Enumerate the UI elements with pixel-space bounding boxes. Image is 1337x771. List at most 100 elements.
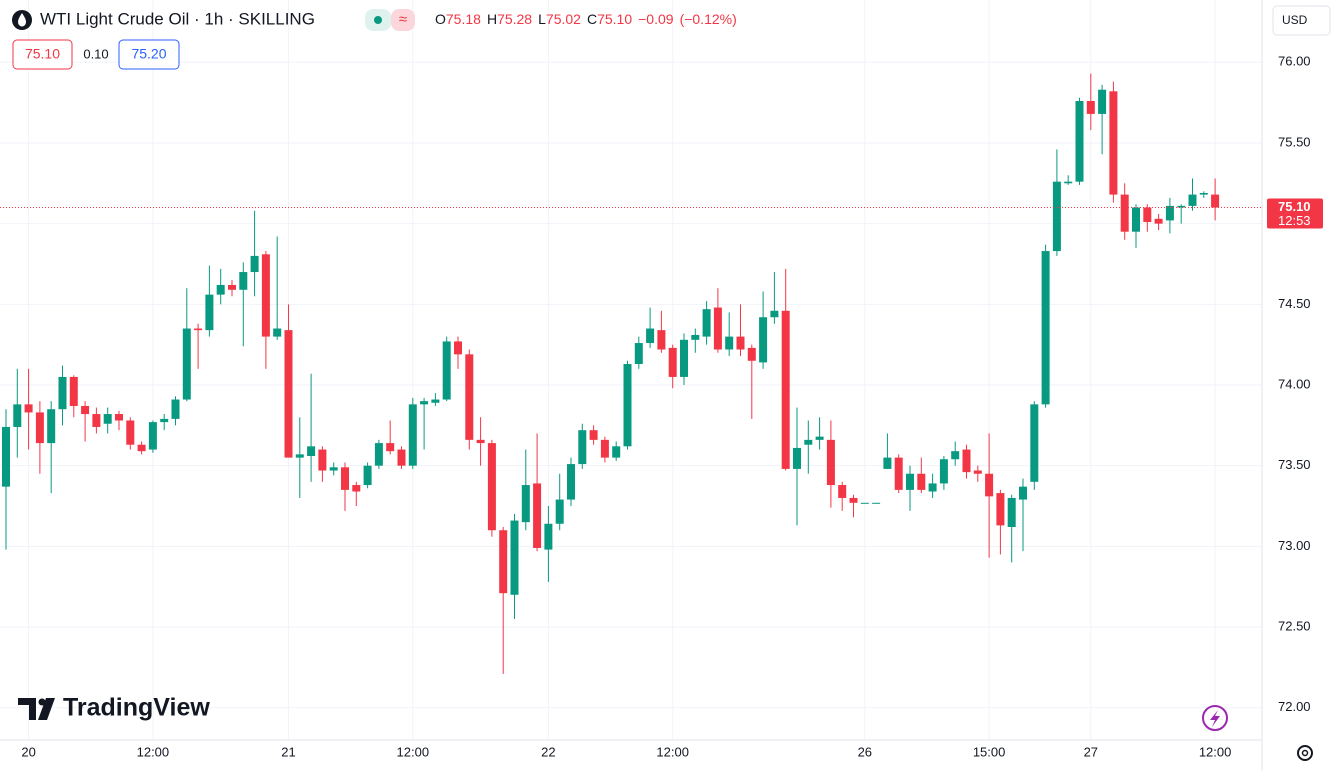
candle-body: [1188, 194, 1197, 206]
x-tick-label: 12:00: [656, 744, 689, 759]
candle-body: [962, 449, 971, 473]
candle-body: [872, 502, 881, 504]
candle-body: [227, 284, 236, 290]
candle-body: [307, 446, 316, 456]
candle-body: [250, 255, 259, 273]
settings-button[interactable]: [1297, 745, 1313, 761]
candle-body: [939, 459, 948, 484]
candle-body: [476, 439, 485, 444]
candle-body: [1075, 101, 1084, 182]
candle-body: [815, 436, 824, 440]
candle-body: [555, 499, 564, 524]
y-tick-label: 74.50: [1278, 296, 1311, 311]
candle-body: [374, 443, 383, 466]
candle-body: [906, 473, 915, 490]
candle-body: [295, 454, 304, 458]
candle-body: [1109, 91, 1118, 195]
candle-body: [770, 310, 779, 318]
candle-body: [182, 328, 191, 400]
candle-body: [781, 310, 790, 469]
candle-body: [804, 439, 813, 445]
candle-body: [973, 470, 982, 474]
candle-body: [566, 464, 575, 500]
logo-mark: [38, 698, 55, 720]
candle-body: [1, 426, 10, 487]
candle-body: [985, 473, 994, 497]
candle-body: [996, 493, 1005, 526]
candle-body: [1154, 218, 1163, 224]
candle-body: [928, 483, 937, 492]
candle-body: [216, 284, 225, 295]
candle-body: [137, 444, 146, 452]
candle-body: [533, 483, 542, 548]
candle-body: [725, 336, 734, 350]
candle-body: [951, 451, 960, 460]
x-tick-label: 12:00: [1199, 744, 1232, 759]
x-tick-label: 20: [21, 744, 35, 759]
logo: TradingView: [18, 694, 210, 722]
last-price-tag: [1267, 198, 1323, 229]
candles: [1, 73, 1220, 674]
candle-body: [160, 418, 169, 423]
candle-body: [544, 523, 553, 550]
candle-body: [431, 399, 440, 403]
x-tick-label: 15:00: [973, 744, 1006, 759]
buy-button[interactable]: [118, 39, 180, 70]
candle-body: [1143, 207, 1152, 223]
candle-body: [917, 473, 926, 490]
ohlc-name: L: [538, 11, 546, 27]
ask-price: 75.20: [131, 46, 166, 62]
candle-body: [646, 328, 655, 344]
candle-body: [386, 443, 395, 452]
candle-body: [1086, 101, 1095, 114]
candle-body: [1052, 181, 1061, 252]
candle-body: [759, 317, 768, 363]
candle-body: [81, 405, 90, 415]
candle-body: [623, 364, 632, 447]
candle-body: [1120, 194, 1129, 232]
candle-body: [713, 307, 722, 350]
candle-body: [1211, 194, 1220, 208]
change-value: −0.09: [638, 11, 674, 27]
candle-body: [453, 341, 462, 355]
last-price-label: 75.10: [1278, 199, 1311, 214]
candle-body: [1041, 251, 1050, 405]
candle-body: [499, 530, 508, 594]
candle-body: [58, 376, 67, 410]
logo-text: TradingView: [63, 694, 210, 722]
candle-body: [657, 330, 666, 350]
candle-body: [679, 339, 688, 377]
candle-body: [126, 420, 135, 445]
candle-body: [702, 309, 711, 337]
sell-button[interactable]: [12, 39, 73, 70]
countdown: 12:53: [1278, 213, 1311, 228]
x-tick-label: 26: [858, 744, 872, 759]
delay-status[interactable]: [391, 9, 415, 31]
currency-button[interactable]: [1272, 5, 1331, 36]
candle-body: [1098, 89, 1107, 114]
candle-body: [612, 446, 621, 458]
market-dot: [374, 16, 382, 24]
candle-body: [883, 457, 892, 469]
ohlc-legend: O75.18 H75.28 L75.02 C75.10 −0.09 (−0.12%): [435, 11, 737, 27]
delay-icon: ≈: [399, 11, 407, 28]
candle-body: [838, 485, 847, 498]
drop-icon: [18, 13, 26, 27]
candle-body: [340, 467, 349, 490]
ohlc-value: 75.28: [497, 11, 532, 27]
candle-body: [1132, 207, 1141, 232]
y-tick-label: 73.00: [1278, 538, 1311, 553]
chart-title[interactable]: WTI Light Crude Oil · 1h · SKILLING: [40, 9, 315, 28]
ohlc-value: 75.10: [597, 11, 632, 27]
candle-body: [408, 404, 417, 466]
candle-body: [691, 334, 700, 340]
candle-body: [634, 343, 643, 365]
candle-body: [860, 502, 869, 504]
bid-price: 75.10: [25, 46, 60, 62]
candle-body: [103, 414, 112, 424]
candle-body: [13, 404, 22, 427]
ohlc-value: 75.18: [446, 11, 481, 27]
ohlc-name: O: [435, 11, 446, 27]
candle-body: [35, 412, 44, 444]
